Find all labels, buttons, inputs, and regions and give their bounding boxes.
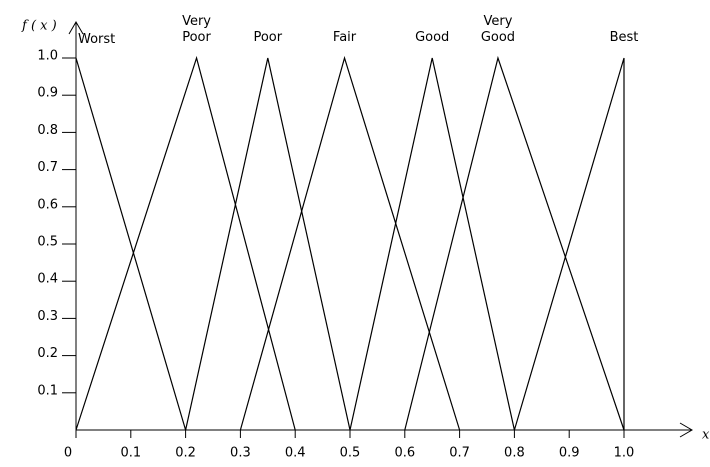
y-axis-arrow bbox=[68, 21, 84, 35]
y-tick-label: 0.7 bbox=[37, 160, 58, 175]
x-tick-label: 0.3 bbox=[230, 446, 251, 461]
series-label: Best bbox=[609, 30, 639, 45]
membership-line bbox=[239, 55, 461, 431]
membership-line bbox=[349, 57, 515, 431]
x-axis-arrow bbox=[679, 422, 693, 438]
x-tick-label: 1.0 bbox=[614, 446, 635, 461]
y-axis-label: f ( x ) bbox=[21, 19, 57, 34]
y-tick-label: 0.2 bbox=[37, 346, 58, 361]
y-tick-label: 0.9 bbox=[37, 86, 58, 101]
x-tick-label: 0.6 bbox=[394, 446, 415, 461]
y-tick-label: 0.5 bbox=[37, 235, 58, 250]
y-tick-label: 1.0 bbox=[37, 49, 58, 64]
series-label: Good bbox=[415, 30, 450, 45]
x-tick-label: 0.9 bbox=[559, 446, 580, 461]
membership-line bbox=[404, 55, 625, 431]
y-tick-label: 0.1 bbox=[37, 383, 58, 398]
y-tick-label: 0.3 bbox=[37, 309, 58, 324]
x-tick-label: 0.2 bbox=[175, 446, 196, 461]
x-tick-label: 0.4 bbox=[285, 446, 306, 461]
x-axis-label: x bbox=[702, 428, 710, 443]
x-tick-label: 0.8 bbox=[504, 446, 525, 461]
membership-line bbox=[75, 55, 296, 431]
y-tick-label: 0.8 bbox=[37, 123, 58, 138]
membership-line bbox=[185, 57, 351, 431]
x-tick-label: 0 bbox=[64, 446, 72, 461]
y-tick-label: 0.4 bbox=[37, 272, 58, 287]
membership-line bbox=[75, 57, 187, 431]
x-tick-label: 0.7 bbox=[449, 446, 470, 461]
membership-line bbox=[513, 57, 625, 431]
x-tick-label: 0.5 bbox=[340, 446, 361, 461]
y-tick-label: 0.6 bbox=[37, 197, 58, 212]
series-label: Very Good bbox=[480, 14, 516, 45]
series-label: Fair bbox=[332, 30, 357, 45]
series-label: Worst bbox=[78, 32, 116, 47]
series-label: Poor bbox=[253, 30, 283, 45]
x-tick-label: 0.1 bbox=[120, 446, 141, 461]
series-label: Very Poor bbox=[182, 14, 211, 45]
